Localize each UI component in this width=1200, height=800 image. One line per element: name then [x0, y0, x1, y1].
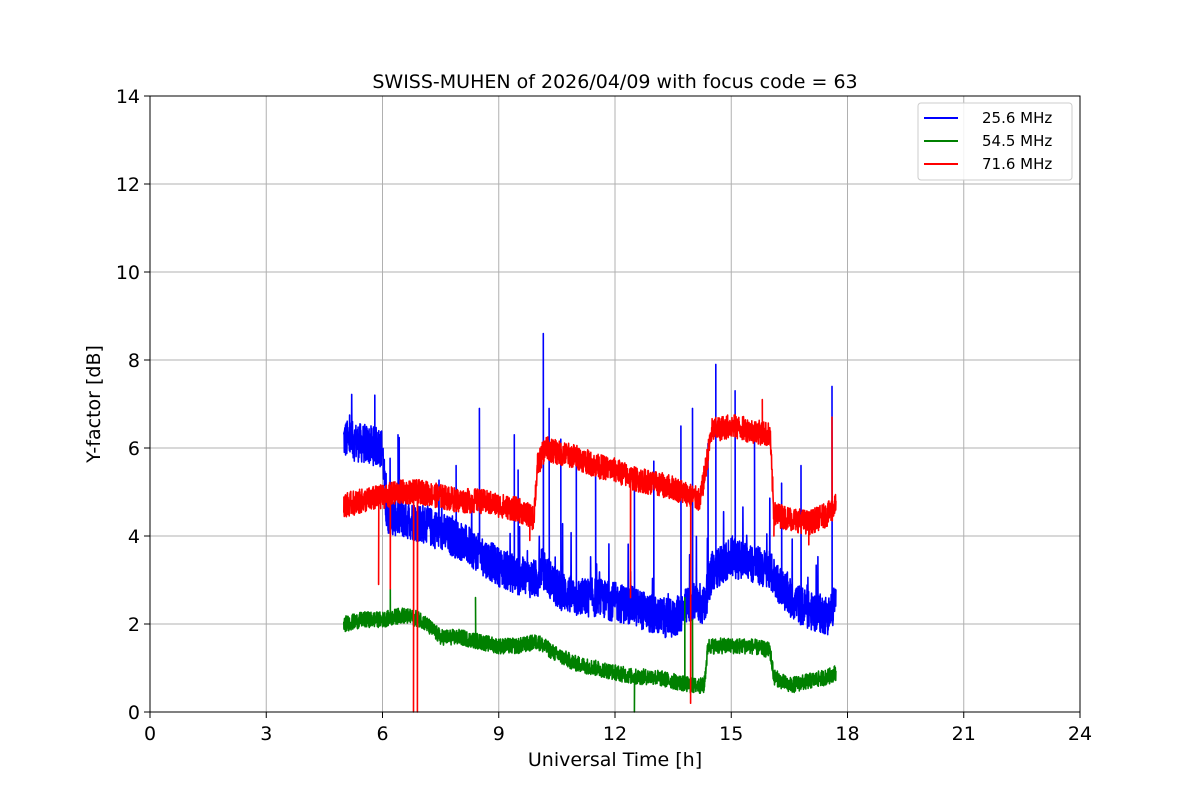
- legend: 25.6 MHz 54.5 MHz 71.6 MHz: [917, 102, 1073, 181]
- legend-box: [917, 102, 1073, 181]
- series-line-1: [343, 332, 837, 639]
- series-line-2: [343, 588, 837, 713]
- y-axis-label: Y-factor [dB]: [83, 345, 105, 464]
- x-tick-label: 6: [376, 723, 388, 745]
- x-tick-label: 15: [719, 723, 743, 745]
- series-line-3: [343, 398, 837, 713]
- legend-entry: 25.6 MHz: [982, 109, 1052, 127]
- x-tick-label: 0: [144, 723, 156, 745]
- y-tick-label: 0: [128, 702, 140, 724]
- legend-entry: 54.5 MHz: [982, 132, 1052, 150]
- y-tick-label: 14: [116, 86, 140, 108]
- x-axis-label: Universal Time [h]: [528, 749, 702, 771]
- grid: [149, 95, 1081, 713]
- legend-entry: 71.6 MHz: [982, 155, 1052, 173]
- x-tick-label: 12: [603, 723, 627, 745]
- x-tick-label: 21: [952, 723, 976, 745]
- y-tick-label: 12: [116, 174, 140, 196]
- x-tick-label: 9: [493, 723, 505, 745]
- y-tick-label: 10: [116, 262, 140, 284]
- y-tick-label: 4: [128, 526, 140, 548]
- y-tick-label: 6: [128, 438, 140, 460]
- x-tick-label: 24: [1068, 723, 1092, 745]
- chart-title: SWISS-MUHEN of 2026/04/09 with focus cod…: [372, 71, 857, 93]
- series-layer: [343, 332, 837, 713]
- y-tick-label: 2: [128, 614, 140, 636]
- y-tick-label: 8: [128, 350, 140, 372]
- x-tick-label: 18: [835, 723, 859, 745]
- x-tick-label: 3: [260, 723, 272, 745]
